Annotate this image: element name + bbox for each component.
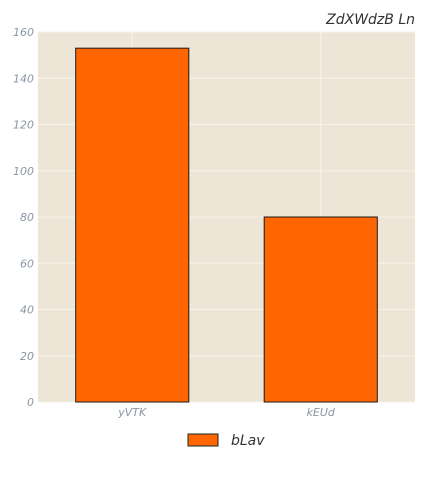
chart-title: ZdXWdzB Ln: [325, 12, 415, 28]
y-tick-label: 120: [13, 119, 34, 132]
bar-yVTK: [75, 47, 190, 403]
y-tick-label: 20: [20, 350, 34, 363]
legend: bLav: [187, 433, 265, 449]
x-tick-label: kEUd: [307, 406, 336, 419]
y-tick-label: 140: [13, 72, 34, 85]
x-tick-label: yVTK: [117, 406, 147, 419]
y-tick-label: 60: [20, 257, 34, 270]
legend-label: bLav: [231, 433, 265, 449]
bars-group: [75, 47, 378, 403]
x-axis: yVTK kEUd: [117, 406, 336, 419]
y-axis: 0 20 40 60 80 100 120 140 160: [13, 26, 34, 409]
y-tick-label: 100: [13, 165, 34, 178]
legend-swatch: [187, 433, 219, 447]
y-tick-label: 40: [20, 304, 34, 317]
bar-kEUd: [263, 216, 378, 403]
y-tick-label: 160: [13, 26, 34, 39]
y-tick-label: 0: [27, 396, 34, 409]
y-tick-label: 80: [20, 211, 34, 224]
